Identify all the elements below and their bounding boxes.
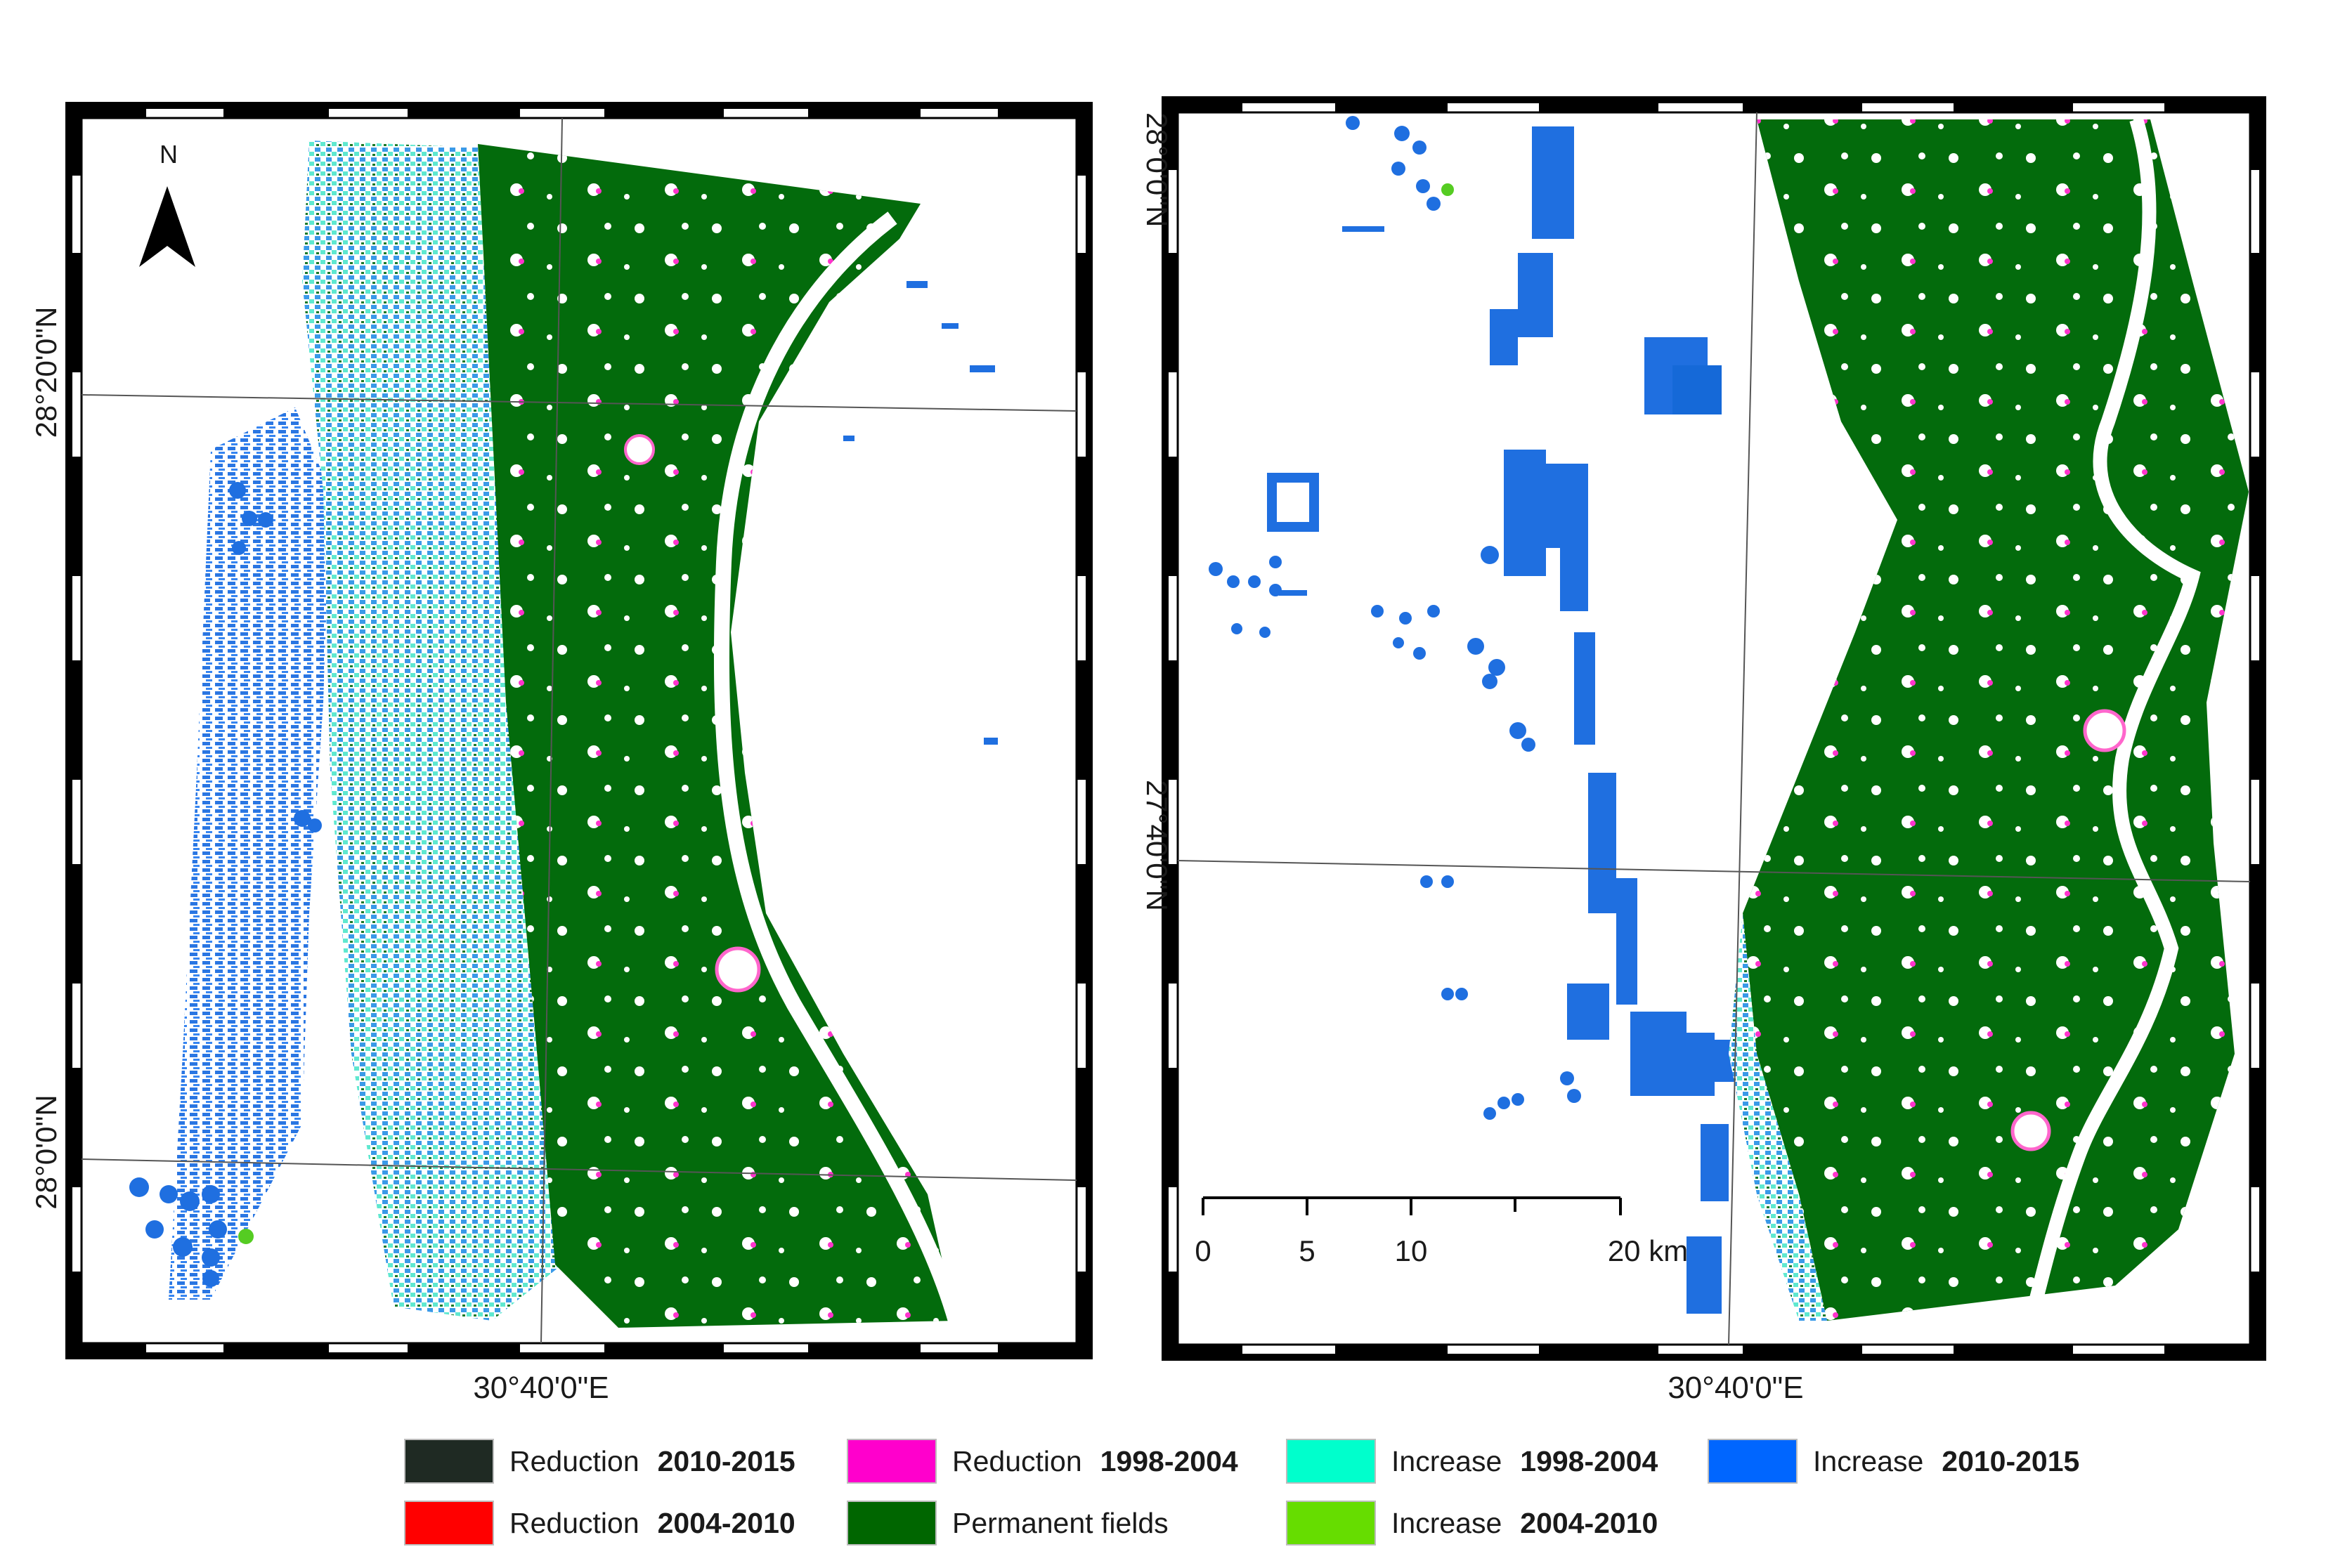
legend-item-permanent-fields: Permanent fields — [847, 1498, 1169, 1548]
legend-label: Increase — [1391, 1506, 1502, 1539]
legend-swatch — [847, 1501, 937, 1546]
right-lat-label-2: 27°40'0"N — [1140, 780, 1174, 911]
legend-label: Reduction — [509, 1506, 639, 1539]
right-graticule — [1177, 112, 2251, 1345]
left-graticule — [81, 117, 1077, 1344]
legend-item-increase-2010-2015: Increase 2010-2015 — [1708, 1437, 2079, 1486]
scale-tick-20km: 20 km — [1608, 1234, 1688, 1267]
left-east-patches — [843, 281, 998, 745]
legend-label: Reduction — [509, 1444, 639, 1477]
scale-tick-5: 5 — [1299, 1234, 1315, 1267]
legend-item-reduction-2004-2010: Reduction 2004-2010 — [404, 1498, 795, 1548]
legend-item-increase-1998-2004: Increase 1998-2004 — [1286, 1437, 1658, 1486]
legend-period: 1998-2004 — [1520, 1444, 1658, 1477]
legend-swatch — [847, 1439, 937, 1484]
legend-swatch — [1286, 1439, 1376, 1484]
legend-item-increase-2004-2010: Increase 2004-2010 — [1286, 1498, 1658, 1548]
legend-period: 2004-2010 — [657, 1506, 795, 1539]
north-label: N — [160, 140, 178, 169]
right-reclamation-west — [1279, 126, 1736, 1314]
legend-item-reduction-1998-2004: Reduction 1998-2004 — [847, 1437, 1238, 1486]
right-lat-label-1: 28°0'0"N — [1140, 112, 1174, 228]
right-center-pivots — [1209, 116, 1581, 1120]
legend-item-reduction-2010-2015: Reduction 2010-2015 — [404, 1437, 795, 1486]
scale-bar — [1202, 1196, 1622, 1215]
legend-label: Increase — [1391, 1444, 1502, 1477]
right-nile-river — [2024, 117, 2201, 1323]
left-lon-label: 30°40'0"E — [473, 1371, 609, 1405]
left-frame-ticks — [69, 105, 1089, 1356]
left-map-panel: N 28°20'0"N 28°0'0"N 30°40'0"E — [30, 102, 1093, 1405]
legend: Reduction 2010-2015 Reduction 1998-2004 … — [404, 1437, 2161, 1563]
right-fringe-mixed — [1729, 773, 1827, 1321]
legend-swatch — [404, 1439, 494, 1484]
legend-label: Permanent fields — [952, 1506, 1169, 1539]
legend-swatch — [1708, 1439, 1798, 1484]
right-city-1 — [2083, 709, 2126, 752]
legend-swatch — [1286, 1501, 1376, 1546]
right-city-2 — [2010, 1111, 2051, 1151]
legend-period: 1998-2004 — [1100, 1444, 1238, 1477]
left-lat-label-2: 28°0'0"N — [30, 1095, 63, 1210]
scale-tick-10: 10 — [1395, 1234, 1428, 1267]
legend-label: Increase — [1813, 1444, 1924, 1477]
scale-tick-0: 0 — [1195, 1234, 1211, 1267]
left-reclamation-west — [169, 407, 330, 1300]
legend-period: 2010-2015 — [1942, 1444, 2080, 1477]
left-lat-label-1: 28°20'0"N — [30, 307, 63, 438]
left-center-pivots — [129, 482, 322, 1287]
left-nile-river — [713, 211, 963, 1324]
left-city — [715, 946, 761, 993]
right-map-panel: 0 5 10 20 km 28°0'0"N 27°40'0"N 30°40'0"… — [1140, 96, 2266, 1405]
legend-label: Reduction — [952, 1444, 1082, 1477]
legend-period: 2010-2015 — [657, 1444, 795, 1477]
right-frame-ticks — [1165, 100, 2263, 1357]
right-lon-label: 30°40'0"E — [1668, 1371, 1803, 1405]
legend-swatch — [404, 1501, 494, 1546]
left-fringe-mixed — [302, 141, 562, 1321]
north-arrow: N — [139, 140, 195, 267]
legend-period: 2004-2010 — [1520, 1506, 1658, 1539]
